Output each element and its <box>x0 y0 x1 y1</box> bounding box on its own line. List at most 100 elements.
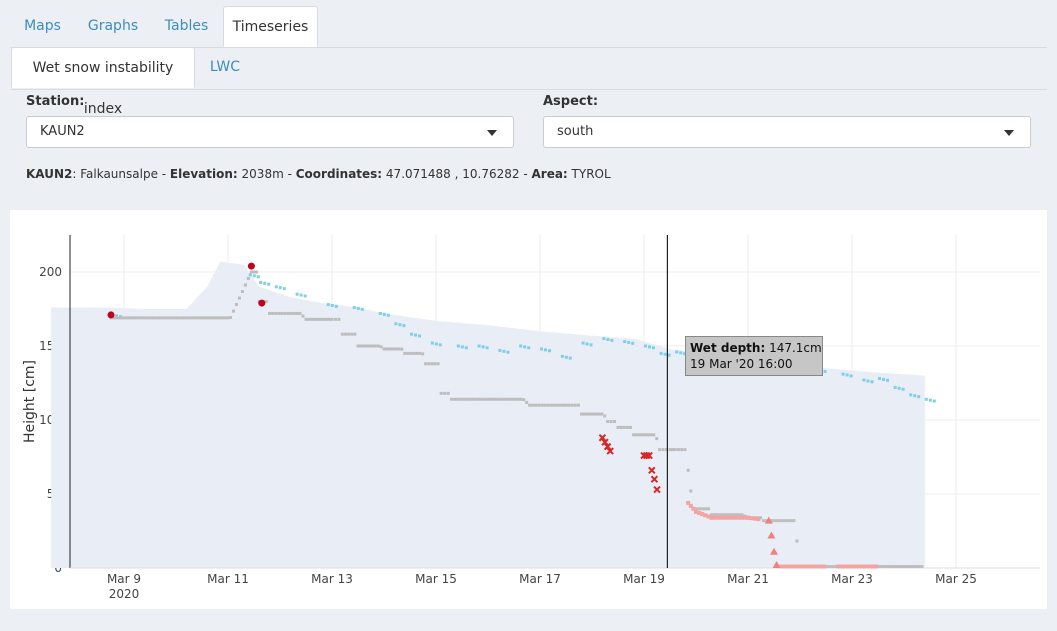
upper-layer-point <box>560 354 564 358</box>
lower-layer-point <box>570 403 574 407</box>
x-tick-label: Mar 11 <box>207 572 249 586</box>
lower-layer-point <box>217 316 221 320</box>
x-tick-label: Mar 25 <box>935 572 977 586</box>
upper-layer-point <box>928 398 932 402</box>
lower-layer-point <box>169 316 173 320</box>
lower-layer-point <box>211 316 215 320</box>
aspect-select[interactable]: south <box>543 116 1031 148</box>
lower-layer-point <box>468 397 472 401</box>
lower-layer-point <box>792 519 796 523</box>
lower-layer-point <box>327 317 331 321</box>
lower-layer-point <box>443 391 447 395</box>
y-tick-label: 200 <box>39 265 62 279</box>
lower-layer-point <box>172 316 176 320</box>
lower-layer-point <box>439 391 443 395</box>
red-x-marker <box>648 466 656 475</box>
x-tick-label: Mar 13 <box>311 572 353 586</box>
lower-pink-point <box>749 516 754 521</box>
elevation-label: Elevation: <box>169 167 238 181</box>
lower-layer-point <box>205 316 209 320</box>
red-x-marker <box>601 438 609 446</box>
lower-layer-point <box>555 403 559 407</box>
lower-layer-point <box>683 448 687 452</box>
lower-layer-point <box>668 448 672 452</box>
lower-layer-point <box>130 316 134 320</box>
lower-layer-point <box>184 316 188 320</box>
lower-layer-point <box>324 317 328 321</box>
upper-layer-point <box>544 348 547 352</box>
lower-layer-point <box>911 565 915 569</box>
lower-layer-point <box>421 352 425 356</box>
upper-layer-point <box>683 352 687 356</box>
lower-layer-point <box>166 316 170 320</box>
upper-layer-point <box>352 306 356 310</box>
lower-layer-point <box>456 397 460 401</box>
tab-graphs[interactable]: Graphs <box>87 18 139 34</box>
lower-layer-point <box>619 425 623 429</box>
lower-layer-point <box>725 513 729 517</box>
upper-layer-point <box>326 303 330 307</box>
upper-layer-point <box>382 312 386 316</box>
lower-layer-point <box>190 316 194 320</box>
lower-layer-point <box>762 519 766 523</box>
lower-layer-point <box>558 403 562 407</box>
lower-layer-point <box>365 344 369 348</box>
lower-layer-point <box>382 347 386 351</box>
lower-layer-point <box>680 448 684 452</box>
lower-layer-point <box>379 345 383 349</box>
lower-layer-point <box>450 397 454 401</box>
lower-layer-point <box>376 344 380 348</box>
lower-layer-point <box>359 344 363 348</box>
lower-layer-point <box>552 403 556 407</box>
lower-layer-point <box>671 448 675 452</box>
upper-layer-point <box>259 280 263 284</box>
lower-layer-point <box>591 412 595 416</box>
tab-timeseries[interactable]: Timeseries <box>223 6 318 47</box>
station-select[interactable]: KAUN2 <box>26 116 514 148</box>
lower-layer-point <box>337 317 341 321</box>
tab-maps[interactable]: Maps <box>24 18 61 34</box>
lower-layer-point <box>905 565 909 569</box>
lower-layer-point <box>202 316 206 320</box>
upper-layer-point <box>398 323 402 327</box>
lower-pink-point <box>730 515 735 520</box>
tab-lwc[interactable]: LWC <box>209 59 241 75</box>
lower-layer-point <box>887 565 891 569</box>
upper-layer-point <box>282 287 286 291</box>
sub-tabs: Wet snow instability index LWC <box>10 47 1047 117</box>
lower-layer-point <box>264 300 268 304</box>
lower-pink-point <box>724 515 729 520</box>
upper-layer-point <box>523 345 527 349</box>
lower-layer-point <box>914 565 918 569</box>
lower-layer-point <box>406 351 410 355</box>
lower-pink-point <box>721 515 726 520</box>
upper-layer-point <box>464 346 468 350</box>
lower-pink-point <box>700 512 705 517</box>
tab-wet-snow-instability-index[interactable]: Wet snow instability index <box>11 47 195 117</box>
x-tick-label: Mar 9 <box>107 572 141 586</box>
lower-pink-point <box>712 515 717 520</box>
pink-bottom-segment <box>779 564 826 569</box>
upper-layer-point <box>418 334 421 338</box>
upper-layer-point <box>295 292 299 296</box>
lower-layer-point <box>292 311 296 315</box>
lower-layer-point <box>403 351 407 355</box>
lower-pink-point <box>697 510 702 515</box>
lower-layer-point <box>498 397 502 401</box>
lower-layer-point <box>175 316 179 320</box>
x-tick-label: Mar 17 <box>519 572 561 586</box>
lower-layer-point <box>519 397 523 401</box>
lower-layer-point <box>828 565 832 569</box>
lower-layer-point <box>199 316 203 320</box>
lower-layer-point <box>274 311 278 315</box>
lower-layer-point <box>370 344 374 348</box>
lower-layer-point <box>286 311 290 315</box>
upper-layer-point <box>913 394 917 398</box>
upper-layer-point <box>581 341 585 345</box>
tab-tables[interactable]: Tables <box>164 18 209 34</box>
lower-layer-point <box>734 513 738 517</box>
lower-layer-point <box>465 397 469 401</box>
upper-layer-point <box>841 372 845 376</box>
